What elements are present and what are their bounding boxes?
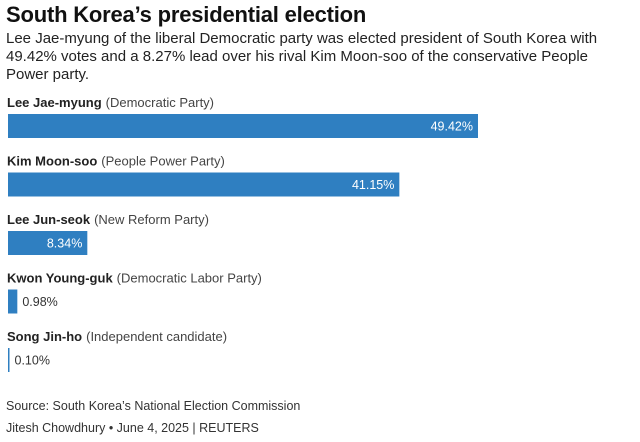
candidate-name: Lee Jun-seok [7,212,91,227]
candidate-name: Lee Jae-myung [7,95,102,110]
bar-2 [8,172,400,197]
bar-1 [8,114,478,138]
bar-3 [8,231,88,255]
value-label: 0.10% [15,354,50,368]
value-label: 0.98% [22,295,57,309]
candidate-name: Kwon Young-guk [7,271,113,286]
source-note: Source: South Korea’s National Election … [6,399,301,413]
candidate-party: (New Reform Party) [94,212,209,227]
candidate-label: Kwon Young-guk (Democratic Labor Party) [7,271,262,286]
value-label: 41.15% [352,178,394,192]
candidate-party: (People Power Party) [101,154,225,169]
candidate-label: Song Jin-ho (Independent candidate) [7,329,227,344]
bar-chart: Lee Jae-myung (Democratic Party) 49.42% Kim… [7,95,478,372]
candidate-label: Lee Jun-seok (New Reform Party) [7,212,209,227]
bar-5 [8,348,10,372]
value-label: 49.42% [431,120,473,134]
candidate-party: (Democratic Labor Party) [117,271,262,286]
candidate-label: Lee Jae-myung (Democratic Party) [7,95,214,110]
chart-subtitle: Lee Jae-myung of the liberal Democratic … [6,30,598,83]
bar-4 [8,289,18,314]
credit-line: Jitesh Chowdhury • June 4, 2025 | REUTER… [6,421,259,435]
candidate-name: Song Jin-ho [7,329,82,344]
value-label: 8.34% [47,237,82,251]
candidate-name: Kim Moon-soo [7,154,97,169]
candidate-label: Kim Moon-soo (People Power Party) [7,154,225,169]
candidate-party: (Democratic Party) [106,95,214,110]
chart-title: South Korea’s presidential election [6,2,367,27]
candidate-party: (Independent candidate) [86,329,227,344]
